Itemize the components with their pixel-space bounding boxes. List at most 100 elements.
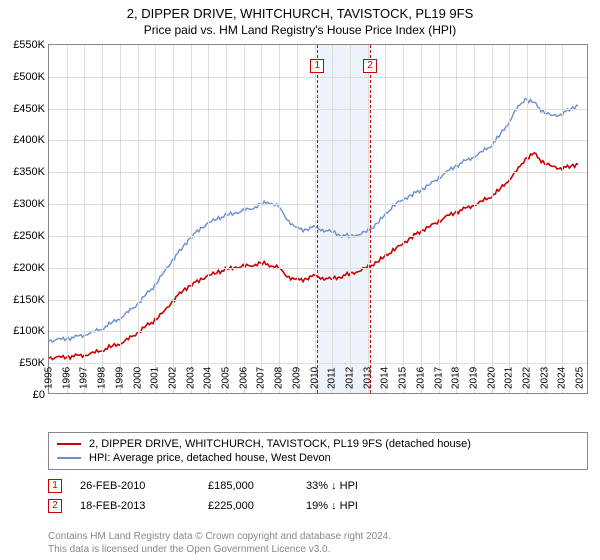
x-gridline — [155, 45, 156, 393]
legend-swatch — [57, 443, 81, 445]
sale-number-box: 1 — [48, 479, 62, 493]
sale-marker-line — [370, 45, 371, 393]
x-tick-label: 2023 — [539, 367, 550, 393]
x-tick-label: 1995 — [44, 367, 55, 393]
x-tick-label: 2019 — [468, 367, 479, 393]
x-gridline — [67, 45, 68, 393]
x-tick-label: 2001 — [150, 367, 161, 393]
y-tick-label: £250K — [13, 230, 49, 242]
legend-item: 2, DIPPER DRIVE, WHITCHURCH, TAVISTOCK, … — [57, 437, 579, 451]
x-tick-label: 2011 — [327, 367, 338, 393]
x-tick-label: 2007 — [256, 367, 267, 393]
sale-price: £185,000 — [208, 480, 288, 492]
x-tick-label: 2022 — [522, 367, 533, 393]
x-gridline — [208, 45, 209, 393]
sale-marker-box: 1 — [310, 59, 324, 73]
x-gridline — [509, 45, 510, 393]
x-tick-label: 2012 — [344, 367, 355, 393]
x-tick-label: 2006 — [238, 367, 249, 393]
attribution-line2: This data is licensed under the Open Gov… — [48, 543, 588, 556]
x-gridline — [332, 45, 333, 393]
x-gridline — [191, 45, 192, 393]
x-gridline — [368, 45, 369, 393]
x-gridline — [527, 45, 528, 393]
page-title: 2, DIPPER DRIVE, WHITCHURCH, TAVISTOCK, … — [0, 0, 600, 21]
x-gridline — [492, 45, 493, 393]
legend-label: HPI: Average price, detached house, West… — [89, 452, 331, 464]
sale-price: £225,000 — [208, 500, 288, 512]
sale-number-box: 2 — [48, 499, 62, 513]
x-gridline — [385, 45, 386, 393]
x-tick-label: 2005 — [221, 367, 232, 393]
sale-date: 26-FEB-2010 — [80, 480, 190, 492]
x-tick-label: 2018 — [451, 367, 462, 393]
x-gridline — [474, 45, 475, 393]
legend-item: HPI: Average price, detached house, West… — [57, 451, 579, 465]
x-gridline — [261, 45, 262, 393]
sale-hpi-delta: 19% ↓ HPI — [306, 500, 416, 512]
y-tick-label: £150K — [13, 294, 49, 306]
sale-marker-box: 2 — [363, 59, 377, 73]
x-tick-label: 2008 — [274, 367, 285, 393]
sale-date: 18-FEB-2013 — [80, 500, 190, 512]
x-gridline — [350, 45, 351, 393]
x-tick-label: 2024 — [557, 367, 568, 393]
y-tick-label: £400K — [13, 134, 49, 146]
x-tick-label: 1998 — [97, 367, 108, 393]
x-gridline — [421, 45, 422, 393]
y-tick-label: £200K — [13, 262, 49, 274]
series-line — [49, 153, 578, 360]
x-tick-label: 1996 — [61, 367, 72, 393]
x-gridline — [297, 45, 298, 393]
attribution: Contains HM Land Registry data © Crown c… — [48, 530, 588, 556]
chart-plot-area: £0£50K£100K£150K£200K£250K£300K£350K£400… — [48, 44, 588, 394]
y-tick-label: £550K — [13, 39, 49, 51]
x-tick-label: 2010 — [309, 367, 320, 393]
x-gridline — [315, 45, 316, 393]
x-gridline — [173, 45, 174, 393]
sale-row: 2 18-FEB-2013 £225,000 19% ↓ HPI — [48, 496, 588, 516]
page-subtitle: Price paid vs. HM Land Registry's House … — [0, 21, 600, 41]
x-gridline — [84, 45, 85, 393]
y-tick-label: £350K — [13, 166, 49, 178]
x-gridline — [244, 45, 245, 393]
attribution-line1: Contains HM Land Registry data © Crown c… — [48, 530, 588, 543]
x-gridline — [456, 45, 457, 393]
x-gridline — [439, 45, 440, 393]
x-gridline — [562, 45, 563, 393]
x-tick-label: 2025 — [575, 367, 586, 393]
x-tick-label: 1997 — [79, 367, 90, 393]
legend-label: 2, DIPPER DRIVE, WHITCHURCH, TAVISTOCK, … — [89, 438, 471, 450]
x-tick-label: 2021 — [504, 367, 515, 393]
x-tick-label: 2015 — [398, 367, 409, 393]
sale-row: 1 26-FEB-2010 £185,000 33% ↓ HPI — [48, 476, 588, 496]
legend: 2, DIPPER DRIVE, WHITCHURCH, TAVISTOCK, … — [48, 432, 588, 470]
x-tick-label: 2002 — [167, 367, 178, 393]
legend-swatch — [57, 457, 81, 459]
x-tick-label: 2003 — [185, 367, 196, 393]
x-gridline — [120, 45, 121, 393]
x-gridline — [138, 45, 139, 393]
x-tick-label: 2009 — [291, 367, 302, 393]
x-gridline — [226, 45, 227, 393]
x-tick-label: 2000 — [132, 367, 143, 393]
series-line — [49, 98, 578, 342]
y-tick-label: £500K — [13, 71, 49, 83]
y-tick-label: £450K — [13, 103, 49, 115]
x-gridline — [403, 45, 404, 393]
sale-marker-line — [317, 45, 318, 393]
x-tick-label: 2016 — [415, 367, 426, 393]
x-tick-label: 1999 — [114, 367, 125, 393]
x-tick-label: 2017 — [433, 367, 444, 393]
sales-table: 1 26-FEB-2010 £185,000 33% ↓ HPI 2 18-FEB-201… — [48, 476, 588, 516]
y-tick-label: £100K — [13, 325, 49, 337]
x-tick-label: 2020 — [486, 367, 497, 393]
x-gridline — [545, 45, 546, 393]
sale-hpi-delta: 33% ↓ HPI — [306, 480, 416, 492]
x-tick-label: 2004 — [203, 367, 214, 393]
x-gridline — [102, 45, 103, 393]
y-tick-label: £300K — [13, 198, 49, 210]
x-gridline — [279, 45, 280, 393]
x-tick-label: 2013 — [362, 367, 373, 393]
x-tick-label: 2014 — [380, 367, 391, 393]
